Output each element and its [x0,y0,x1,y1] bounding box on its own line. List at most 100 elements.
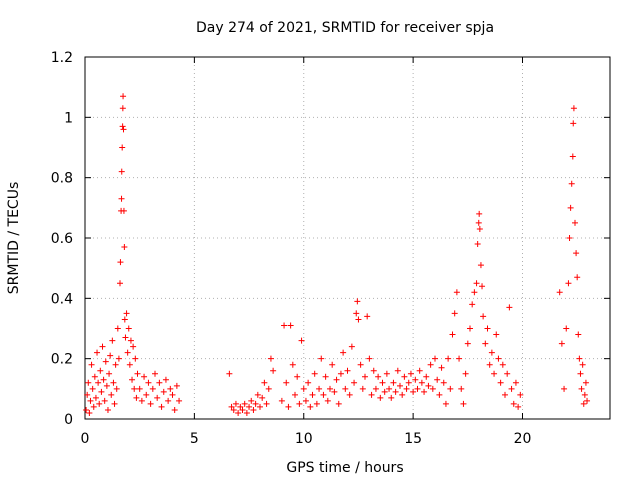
data-point [556,289,563,296]
data-point [108,391,115,398]
data-point [449,331,456,338]
data-point [579,361,586,368]
data-point [230,406,237,413]
data-point [414,385,421,392]
data-point [106,370,113,377]
data-point [574,274,581,281]
data-point [123,310,130,317]
data-point [567,204,574,211]
data-point [348,343,355,350]
data-point [117,259,124,266]
data-point [577,370,584,377]
data-point [113,385,120,392]
chart-title: Day 274 of 2021, SRMTID for receiver spj… [196,20,494,36]
data-point [329,361,336,368]
data-point [136,385,143,392]
data-point [351,379,358,386]
data-point [576,355,583,362]
data-point [405,379,412,386]
data-point [462,370,469,377]
x-tick-label: 5 [190,431,199,447]
data-point [125,325,132,332]
data-point [476,225,483,232]
data-point [131,385,138,392]
data-point [386,385,393,392]
data-point [167,385,174,392]
data-point [320,391,327,398]
data-point [130,343,137,350]
data-point [239,406,246,413]
data-point [570,120,577,127]
data-point [118,195,125,202]
data-point [495,355,502,362]
data-point [313,400,320,407]
data-point [95,379,102,386]
data-point [237,403,244,410]
y-tick-label: 0.8 [51,171,73,187]
data-point [121,244,128,251]
data-point [578,385,585,392]
data-point [512,379,519,386]
data-point [129,376,136,383]
data-point [335,400,342,407]
data-point [169,391,176,398]
data-point [333,376,340,383]
data-point [110,379,117,386]
data-point [250,406,257,413]
data-point [479,283,486,290]
data-point [432,355,438,362]
data-point [372,385,379,392]
data-point [83,406,90,413]
data-point [344,367,351,374]
data-point [488,349,495,356]
data-point [232,400,239,407]
data-point [289,361,296,368]
data-point [101,397,108,404]
data-point [173,382,180,389]
data-point [497,379,504,386]
data-point [504,370,511,377]
y-tick-label: 0.6 [51,231,73,247]
data-point [366,355,373,362]
data-point [383,370,390,377]
data-point [241,400,248,407]
data-point [158,403,165,410]
data-point [477,262,484,269]
data-point [484,325,491,332]
data-point [412,376,419,383]
data-point [149,385,156,392]
data-point [368,391,375,398]
data-point [143,391,150,398]
data-point [582,379,589,386]
data-point [370,367,377,374]
y-tick-label: 1 [64,110,73,126]
data-point [364,313,371,320]
data-point [337,370,344,377]
data-point [141,373,148,380]
data-point [491,370,498,377]
data-point [252,400,259,407]
data-point [416,367,423,374]
data-point [427,361,434,368]
data-point [305,379,312,386]
data-point [355,316,362,323]
data-point [270,367,277,374]
data-point [117,280,123,287]
data-point [482,340,489,347]
data-point [584,397,591,404]
data-point [120,126,127,133]
data-point [107,352,114,359]
data-point [346,391,353,398]
data-point [506,304,513,311]
data-point [91,373,98,380]
data-point [440,379,447,386]
data-point [456,355,463,362]
data-point [460,400,467,407]
data-point [324,397,331,404]
data-point [248,397,255,404]
data-points [83,93,591,416]
data-point [581,391,588,398]
data-point [283,379,290,386]
data-point [397,382,403,389]
data-point [572,219,578,226]
